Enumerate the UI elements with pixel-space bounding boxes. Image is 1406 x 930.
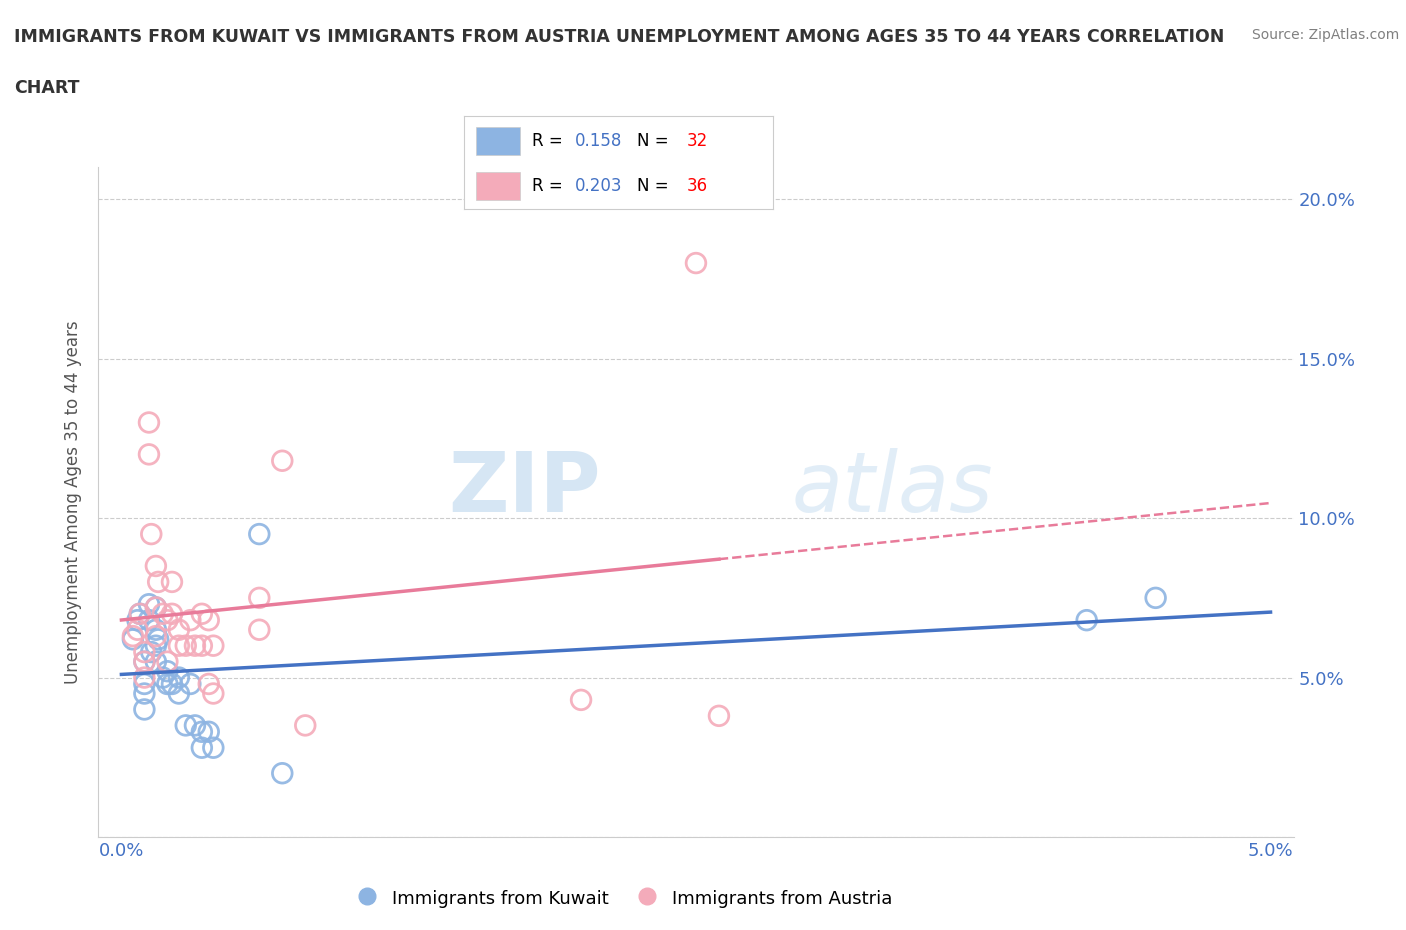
Point xyxy=(191,638,214,653)
Point xyxy=(247,591,270,605)
Point xyxy=(145,600,167,615)
Point xyxy=(184,638,207,653)
Point xyxy=(122,631,145,646)
Point xyxy=(156,664,179,679)
FancyBboxPatch shape xyxy=(477,127,520,155)
Text: N =: N = xyxy=(637,132,673,151)
Point xyxy=(184,718,207,733)
Text: ZIP: ZIP xyxy=(449,448,600,529)
Point xyxy=(1144,591,1167,605)
Point xyxy=(179,676,201,691)
Point xyxy=(191,606,214,621)
Point xyxy=(174,718,197,733)
Point xyxy=(148,575,170,590)
Point xyxy=(141,644,163,659)
Y-axis label: Unemployment Among Ages 35 to 44 years: Unemployment Among Ages 35 to 44 years xyxy=(65,321,83,684)
Point xyxy=(167,622,190,637)
Point xyxy=(156,613,179,628)
Text: CHART: CHART xyxy=(14,79,80,97)
Point xyxy=(202,686,225,701)
Point xyxy=(569,693,592,708)
Point xyxy=(138,613,160,628)
Text: N =: N = xyxy=(637,177,673,195)
Point xyxy=(202,740,225,755)
Point xyxy=(145,654,167,669)
Text: 0.158: 0.158 xyxy=(575,132,623,151)
Point xyxy=(1076,613,1098,628)
Point xyxy=(707,709,730,724)
Point xyxy=(174,638,197,653)
Point xyxy=(247,526,270,541)
Point xyxy=(197,676,219,691)
Point xyxy=(138,447,160,462)
Point xyxy=(167,671,190,685)
Point xyxy=(145,638,167,653)
Point xyxy=(128,606,150,621)
Point xyxy=(134,671,156,685)
Point xyxy=(141,526,163,541)
Point xyxy=(191,740,214,755)
Text: IMMIGRANTS FROM KUWAIT VS IMMIGRANTS FROM AUSTRIA UNEMPLOYMENT AMONG AGES 35 TO : IMMIGRANTS FROM KUWAIT VS IMMIGRANTS FRO… xyxy=(14,28,1225,46)
Point xyxy=(134,654,156,669)
Point xyxy=(127,613,149,628)
Point xyxy=(156,676,179,691)
Text: Source: ZipAtlas.com: Source: ZipAtlas.com xyxy=(1251,28,1399,42)
Point xyxy=(271,453,294,468)
Point xyxy=(145,600,167,615)
Point xyxy=(191,724,214,739)
Point xyxy=(134,702,156,717)
Text: 36: 36 xyxy=(686,177,707,195)
Point xyxy=(134,686,156,701)
Point xyxy=(148,631,170,646)
Point xyxy=(138,597,160,612)
Point xyxy=(152,671,174,685)
Point xyxy=(160,606,183,621)
Point xyxy=(122,629,145,644)
Point xyxy=(156,654,179,669)
Point xyxy=(179,613,201,628)
FancyBboxPatch shape xyxy=(477,172,520,200)
Point xyxy=(145,559,167,574)
Point xyxy=(247,622,270,637)
Point xyxy=(271,765,294,780)
Point xyxy=(152,606,174,621)
Point xyxy=(160,575,183,590)
Text: R =: R = xyxy=(531,132,568,151)
Point xyxy=(134,676,156,691)
Text: 32: 32 xyxy=(686,132,709,151)
Text: R =: R = xyxy=(531,177,568,195)
Point xyxy=(197,613,219,628)
Point xyxy=(134,654,156,669)
Point xyxy=(128,606,150,621)
Point xyxy=(138,415,160,430)
Point xyxy=(202,638,225,653)
Point xyxy=(145,622,167,637)
Text: atlas: atlas xyxy=(792,448,993,529)
Text: 0.203: 0.203 xyxy=(575,177,623,195)
Point xyxy=(160,676,183,691)
Legend: Immigrants from Kuwait, Immigrants from Austria: Immigrants from Kuwait, Immigrants from … xyxy=(349,882,900,915)
Point xyxy=(167,686,190,701)
Point xyxy=(167,638,190,653)
Point xyxy=(685,256,707,271)
Point xyxy=(134,644,156,659)
Point xyxy=(294,718,316,733)
Point xyxy=(145,629,167,644)
Point xyxy=(197,724,219,739)
Point xyxy=(127,622,149,637)
